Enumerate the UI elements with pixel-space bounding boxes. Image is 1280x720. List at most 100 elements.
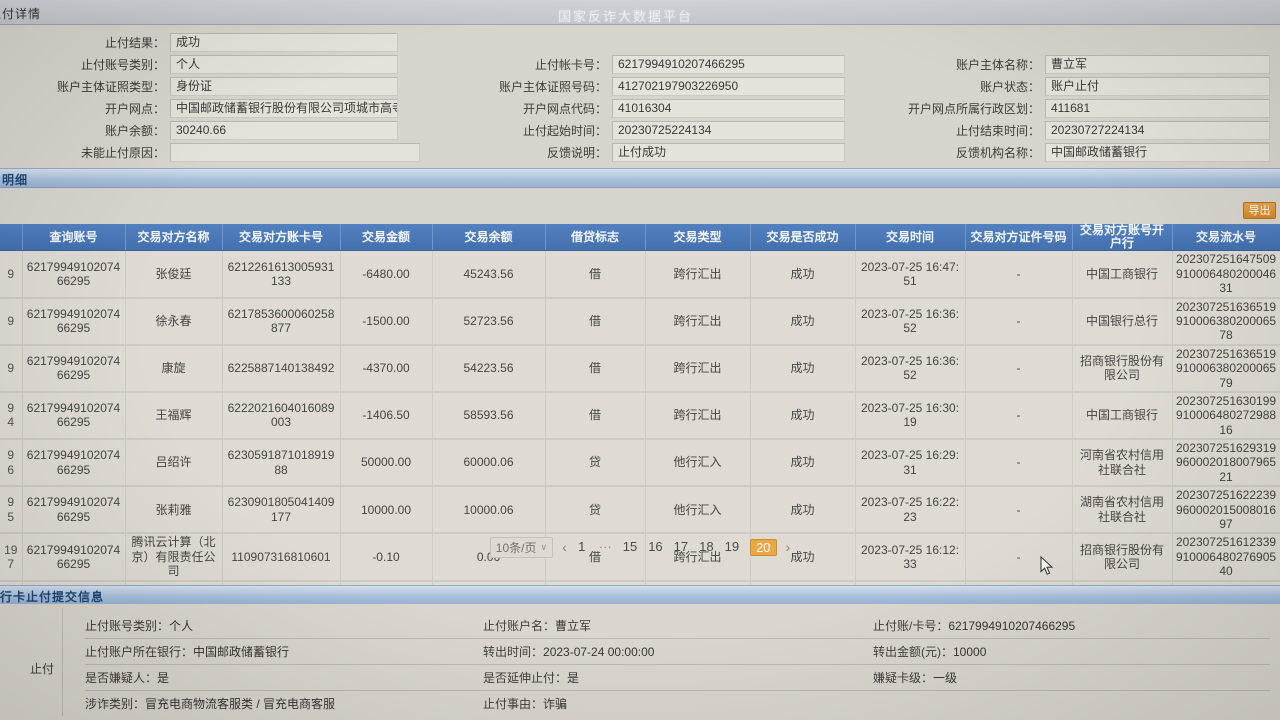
cell-serial: 20230725164750991000648020004631 [1172, 250, 1280, 299]
page-number-18[interactable]: 18 [699, 538, 714, 554]
cell-party_id: - [965, 533, 1073, 582]
field-label: 账户状态： [979, 79, 1040, 94]
cell-account: 6217994910207466295 [22, 344, 126, 393]
page-number-16[interactable]: 16 [648, 538, 663, 554]
detail-field-row: 止付账号类别： 个人 [0, 53, 420, 75]
submission-row: 是否嫌疑人：是 是否延伸止付：是 嫌疑卡级：一级 [85, 664, 1270, 691]
field-value-box: 41016304 [612, 98, 845, 118]
column-header: 交易是否成功 [750, 224, 856, 252]
field-label: 止付账/卡号： [873, 619, 949, 633]
cell-amount: -6480.00 [340, 250, 433, 299]
cell-party_id: - [965, 486, 1073, 535]
platform-watermark: 国家反诈大数据平台 [558, 9, 694, 24]
page-number-15[interactable]: 15 [622, 538, 638, 554]
field-value-box: 412702197903226950 [612, 76, 845, 96]
page-number-17[interactable]: 17 [673, 538, 689, 554]
field-value-box: 30240.66 [170, 120, 398, 140]
column-header: 交易对方名称 [125, 224, 223, 252]
submission-field: 止付事由：诈骗 [483, 695, 863, 712]
field-value-box: 曹立军 [1045, 54, 1270, 74]
cell-balance: 54223.56 [432, 344, 546, 393]
cell-party: 张莉雅 [125, 486, 223, 535]
cell-flag: 借 [545, 297, 646, 346]
cell-amount: -1500.00 [340, 297, 433, 346]
export-button[interactable]: 导出 [1243, 202, 1276, 219]
cell-flag: 借 [545, 391, 646, 441]
field-label: 转出时间： [483, 645, 544, 659]
cell-bank: 招商银行股份有限公司 [1072, 533, 1173, 582]
cell-amount: -4370.00 [340, 344, 433, 393]
cell-account: 6217994910207466295 [22, 297, 126, 346]
detail-field-row: 止付结束时间： 20230727224134 [860, 119, 1280, 141]
cell-bank: 中国工商银行 [1072, 391, 1173, 441]
cell-type: 他行汇入 [645, 486, 751, 535]
submission-row: 止付账户所在银行：中国邮政储蓄银行 转出时间：2023-07-24 00:00:0… [85, 638, 1270, 665]
prev-page-button[interactable]: ‹ [562, 539, 567, 555]
cell-seq: 9 4 [0, 391, 23, 441]
column-header: 交易对方账号开户行 [1072, 223, 1173, 252]
field-label: 开户网点代码： [522, 101, 607, 116]
field-value: 是 [157, 671, 170, 685]
page-size-select[interactable]: 10条/页 ∨ [489, 536, 554, 558]
submission-field: 止付账户名：曹立军 [483, 617, 863, 634]
cell-account: 6217994910207466295 [22, 439, 126, 488]
field-value: 中国邮政储蓄银行 [193, 645, 290, 659]
cell-flag: 贷 [545, 439, 646, 488]
detail-field-row: 账户主体证照号码： 412702197903226950 [420, 75, 860, 97]
cell-account: 6217994910207466295 [22, 533, 126, 582]
cell-flag: 借 [545, 533, 646, 582]
cell-seq: 9 5 [0, 486, 23, 535]
cell-serial: 20230725162931996000201800796521 [1172, 439, 1280, 488]
page-number-19[interactable]: 19 [724, 538, 740, 554]
field-value: 个人 [169, 619, 194, 633]
field-value: 冒充电商物流客服类 / 冒充电商客服 [145, 697, 336, 711]
field-label: 止付账户所在银行： [85, 645, 194, 659]
cell-success: 成功 [750, 486, 856, 535]
detail-field-row: 账户主体名称： 曹立军 [860, 53, 1280, 75]
cell-time: 2023-07-25 16:29:31 [855, 439, 966, 488]
next-page-button[interactable]: › [785, 539, 791, 555]
page-number-20[interactable]: 20 [750, 538, 777, 556]
details-column-2: 止付帐卡号： 6217994910207466295 账户主体证照号码： 412702… [420, 53, 860, 163]
cell-card: 6230901805041409177 [222, 486, 341, 535]
detail-field-row: 止付帐卡号： 6217994910207466295 [420, 53, 860, 75]
cell-type: 跨行汇出 [645, 297, 751, 346]
cell-time: 2023-07-25 16:22:23 [855, 486, 966, 535]
detail-field-row: 止付结果： 成功 [0, 31, 420, 53]
submission-field: 止付账号类别：个人 [85, 617, 475, 634]
cell-type: 跨行汇出 [645, 391, 751, 441]
detail-field-row: 止付起始时间： 20230725224134 [420, 119, 860, 141]
field-value-box: 中国邮政储蓄银行 [1045, 142, 1270, 162]
detail-field-row: 反馈机构名称： 中国邮政储蓄银行 [860, 141, 1280, 163]
chevron-down-icon: ∨ [540, 541, 548, 552]
transactions-section-title: 交易明细 [0, 173, 29, 187]
cell-amount: -1406.50 [340, 391, 433, 441]
cell-balance: 10000.06 [432, 486, 546, 535]
column-header: 交易余额 [432, 224, 546, 252]
cell-serial: 20230725163651991000638020006579 [1172, 344, 1280, 393]
cell-card: 6222021604016089003 [222, 391, 341, 441]
cell-bank: 湖南省农村信用社联合社 [1072, 486, 1173, 535]
cell-flag: 借 [545, 344, 646, 393]
detail-field-row: 账户状态： 账户止付 [860, 75, 1280, 97]
field-value: 2023-07-24 00:00:00 [543, 645, 655, 659]
cell-success: 成功 [750, 344, 856, 393]
cell-time: 2023-07-25 16:36:52 [855, 344, 966, 393]
cell-party: 腾讯云计算（北京）有限责任公司 [125, 533, 223, 582]
cell-seq: 9 [0, 344, 23, 393]
submission-field: 是否嫌疑人：是 [85, 669, 475, 686]
field-label: 是否嫌疑人： [85, 671, 158, 685]
cell-serial: 20230725163651991000638020006578 [1172, 297, 1280, 346]
cell-type: 他行汇入 [645, 439, 751, 488]
field-value-box: 账户止付 [1045, 76, 1270, 96]
stop-payment-details-panel: 止付结果： 成功 止付账号类别： 个人 账户主体证照类型： 身份证 开户网点： 中国邮政储蓄银… [0, 24, 1280, 166]
detail-field-row: 反馈说明： 止付成功 [420, 141, 860, 163]
cell-party_id: - [965, 344, 1073, 393]
cell-balance: 60000.06 [432, 439, 546, 488]
cell-party_id: - [965, 391, 1073, 441]
field-value-box: 6217994910207466295 [612, 54, 845, 74]
transactions-table: 查询账号 交易对方名称 交易对方账卡号 交易金额 交易余额 借贷标志 交易类型 交易是否成功交… [0, 223, 1280, 629]
detail-field-row: 开户网点所属行政区划： 411681 [860, 97, 1280, 119]
page-number-1[interactable]: 1 [578, 538, 586, 554]
